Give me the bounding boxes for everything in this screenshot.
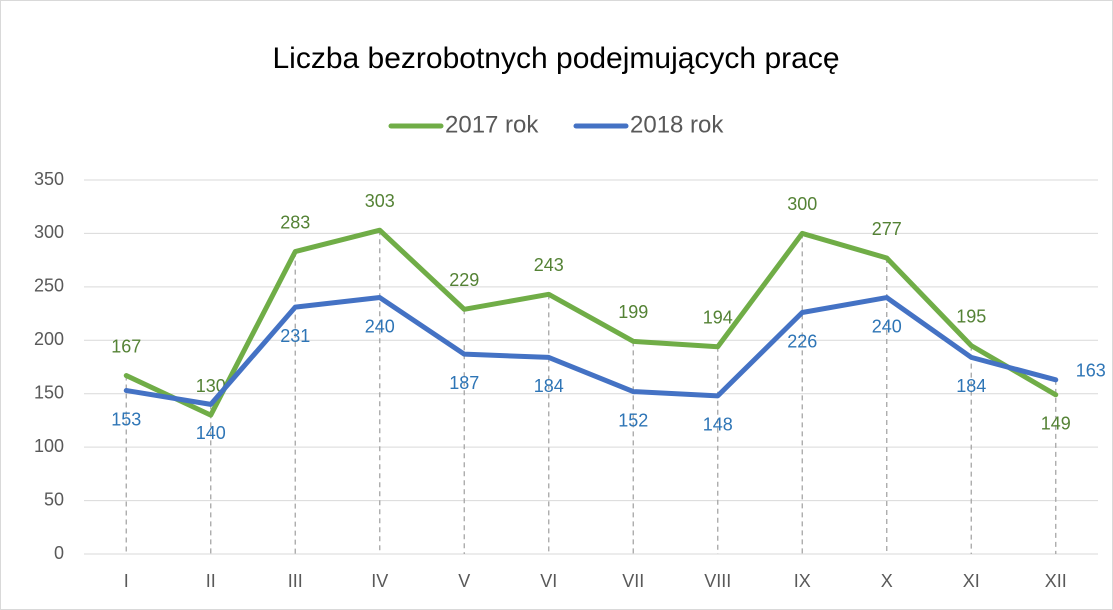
series-line: [123, 227, 1059, 418]
data-label: 229: [449, 270, 479, 290]
data-label: 148: [703, 415, 733, 435]
data-label: 184: [534, 376, 564, 396]
chart-title: Liczba bezrobotnych podejmujących pracę: [273, 42, 840, 75]
y-tick-label: 300: [34, 222, 64, 242]
y-tick-label: 350: [34, 169, 64, 189]
y-tick-label: 200: [34, 329, 64, 349]
x-tick-label: VII: [622, 571, 644, 591]
x-tick-label: IV: [371, 571, 388, 591]
data-label: 283: [280, 212, 310, 232]
data-label: 240: [872, 316, 902, 336]
data-label: 240: [365, 316, 395, 336]
legend-label: 2018 rok: [630, 111, 724, 138]
data-label: 184: [956, 376, 986, 396]
data-label: 243: [534, 255, 564, 275]
x-tick-label: IX: [794, 571, 811, 591]
data-label: 149: [1041, 414, 1071, 434]
x-tick-label: II: [206, 571, 216, 591]
x-tick-label: XI: [963, 571, 980, 591]
y-tick-label: 0: [54, 543, 64, 563]
x-tick-label: VI: [540, 571, 557, 591]
x-tick-label: V: [458, 571, 470, 591]
y-tick-label: 250: [34, 276, 64, 296]
y-tick-label: 150: [34, 382, 64, 402]
data-label: 130: [196, 376, 226, 396]
legend-label: 2017 rok: [445, 111, 539, 138]
x-tick-label: I: [124, 571, 129, 591]
data-label: 167: [111, 336, 141, 356]
data-label: 163: [1076, 361, 1106, 381]
data-label: 194: [703, 307, 733, 327]
data-label: 303: [365, 191, 395, 211]
data-label: 300: [787, 194, 817, 214]
data-label: 226: [787, 331, 817, 351]
x-tick-label: XII: [1045, 571, 1067, 591]
data-label: 152: [618, 410, 648, 430]
data-label: 140: [196, 423, 226, 443]
y-tick-label: 100: [34, 436, 64, 456]
x-tick-label: X: [881, 571, 893, 591]
series-line: [123, 295, 1059, 407]
data-label: 277: [872, 219, 902, 239]
data-label: 187: [449, 373, 479, 393]
x-tick-label: VIII: [704, 571, 731, 591]
data-label: 153: [111, 409, 141, 429]
y-tick-label: 50: [44, 489, 64, 509]
x-tick-label: III: [288, 571, 303, 591]
data-label: 231: [280, 326, 310, 346]
data-label: 195: [956, 306, 986, 326]
data-label: 199: [618, 302, 648, 322]
